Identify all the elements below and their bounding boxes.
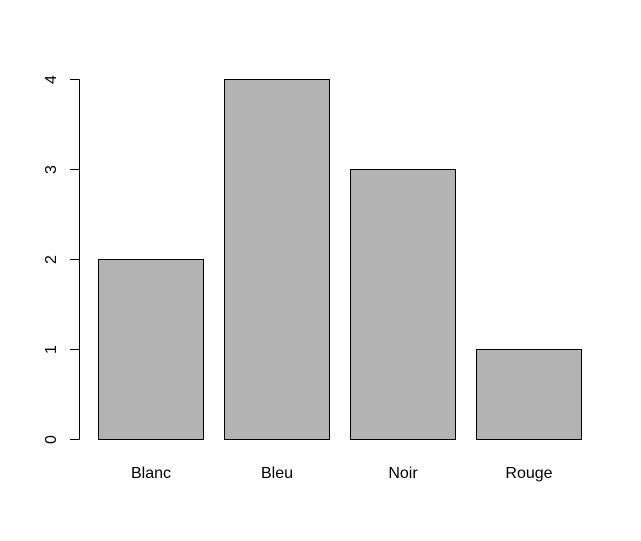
y-tick-label: 0 <box>43 435 60 444</box>
x-tick-label-bleu: Bleu <box>261 465 293 482</box>
bar-bleu <box>224 79 330 440</box>
x-tick-label-noir: Noir <box>388 465 418 482</box>
y-tick-label: 2 <box>43 255 60 264</box>
x-tick-label-blanc: Blanc <box>131 465 171 482</box>
bar-noir <box>350 169 456 440</box>
x-axis-labels: Blanc Bleu Noir Rouge <box>131 465 553 482</box>
y-ticks: 0 1 2 3 4 <box>43 75 80 444</box>
bars-layer <box>98 79 582 440</box>
bar-blanc <box>98 259 204 440</box>
y-tick-label: 3 <box>43 165 60 174</box>
y-tick-label: 4 <box>43 75 60 84</box>
y-axis: 0 1 2 3 4 <box>43 75 80 444</box>
y-tick-label: 1 <box>43 345 60 354</box>
bar-rouge <box>476 349 582 440</box>
x-tick-label-rouge: Rouge <box>505 465 552 482</box>
